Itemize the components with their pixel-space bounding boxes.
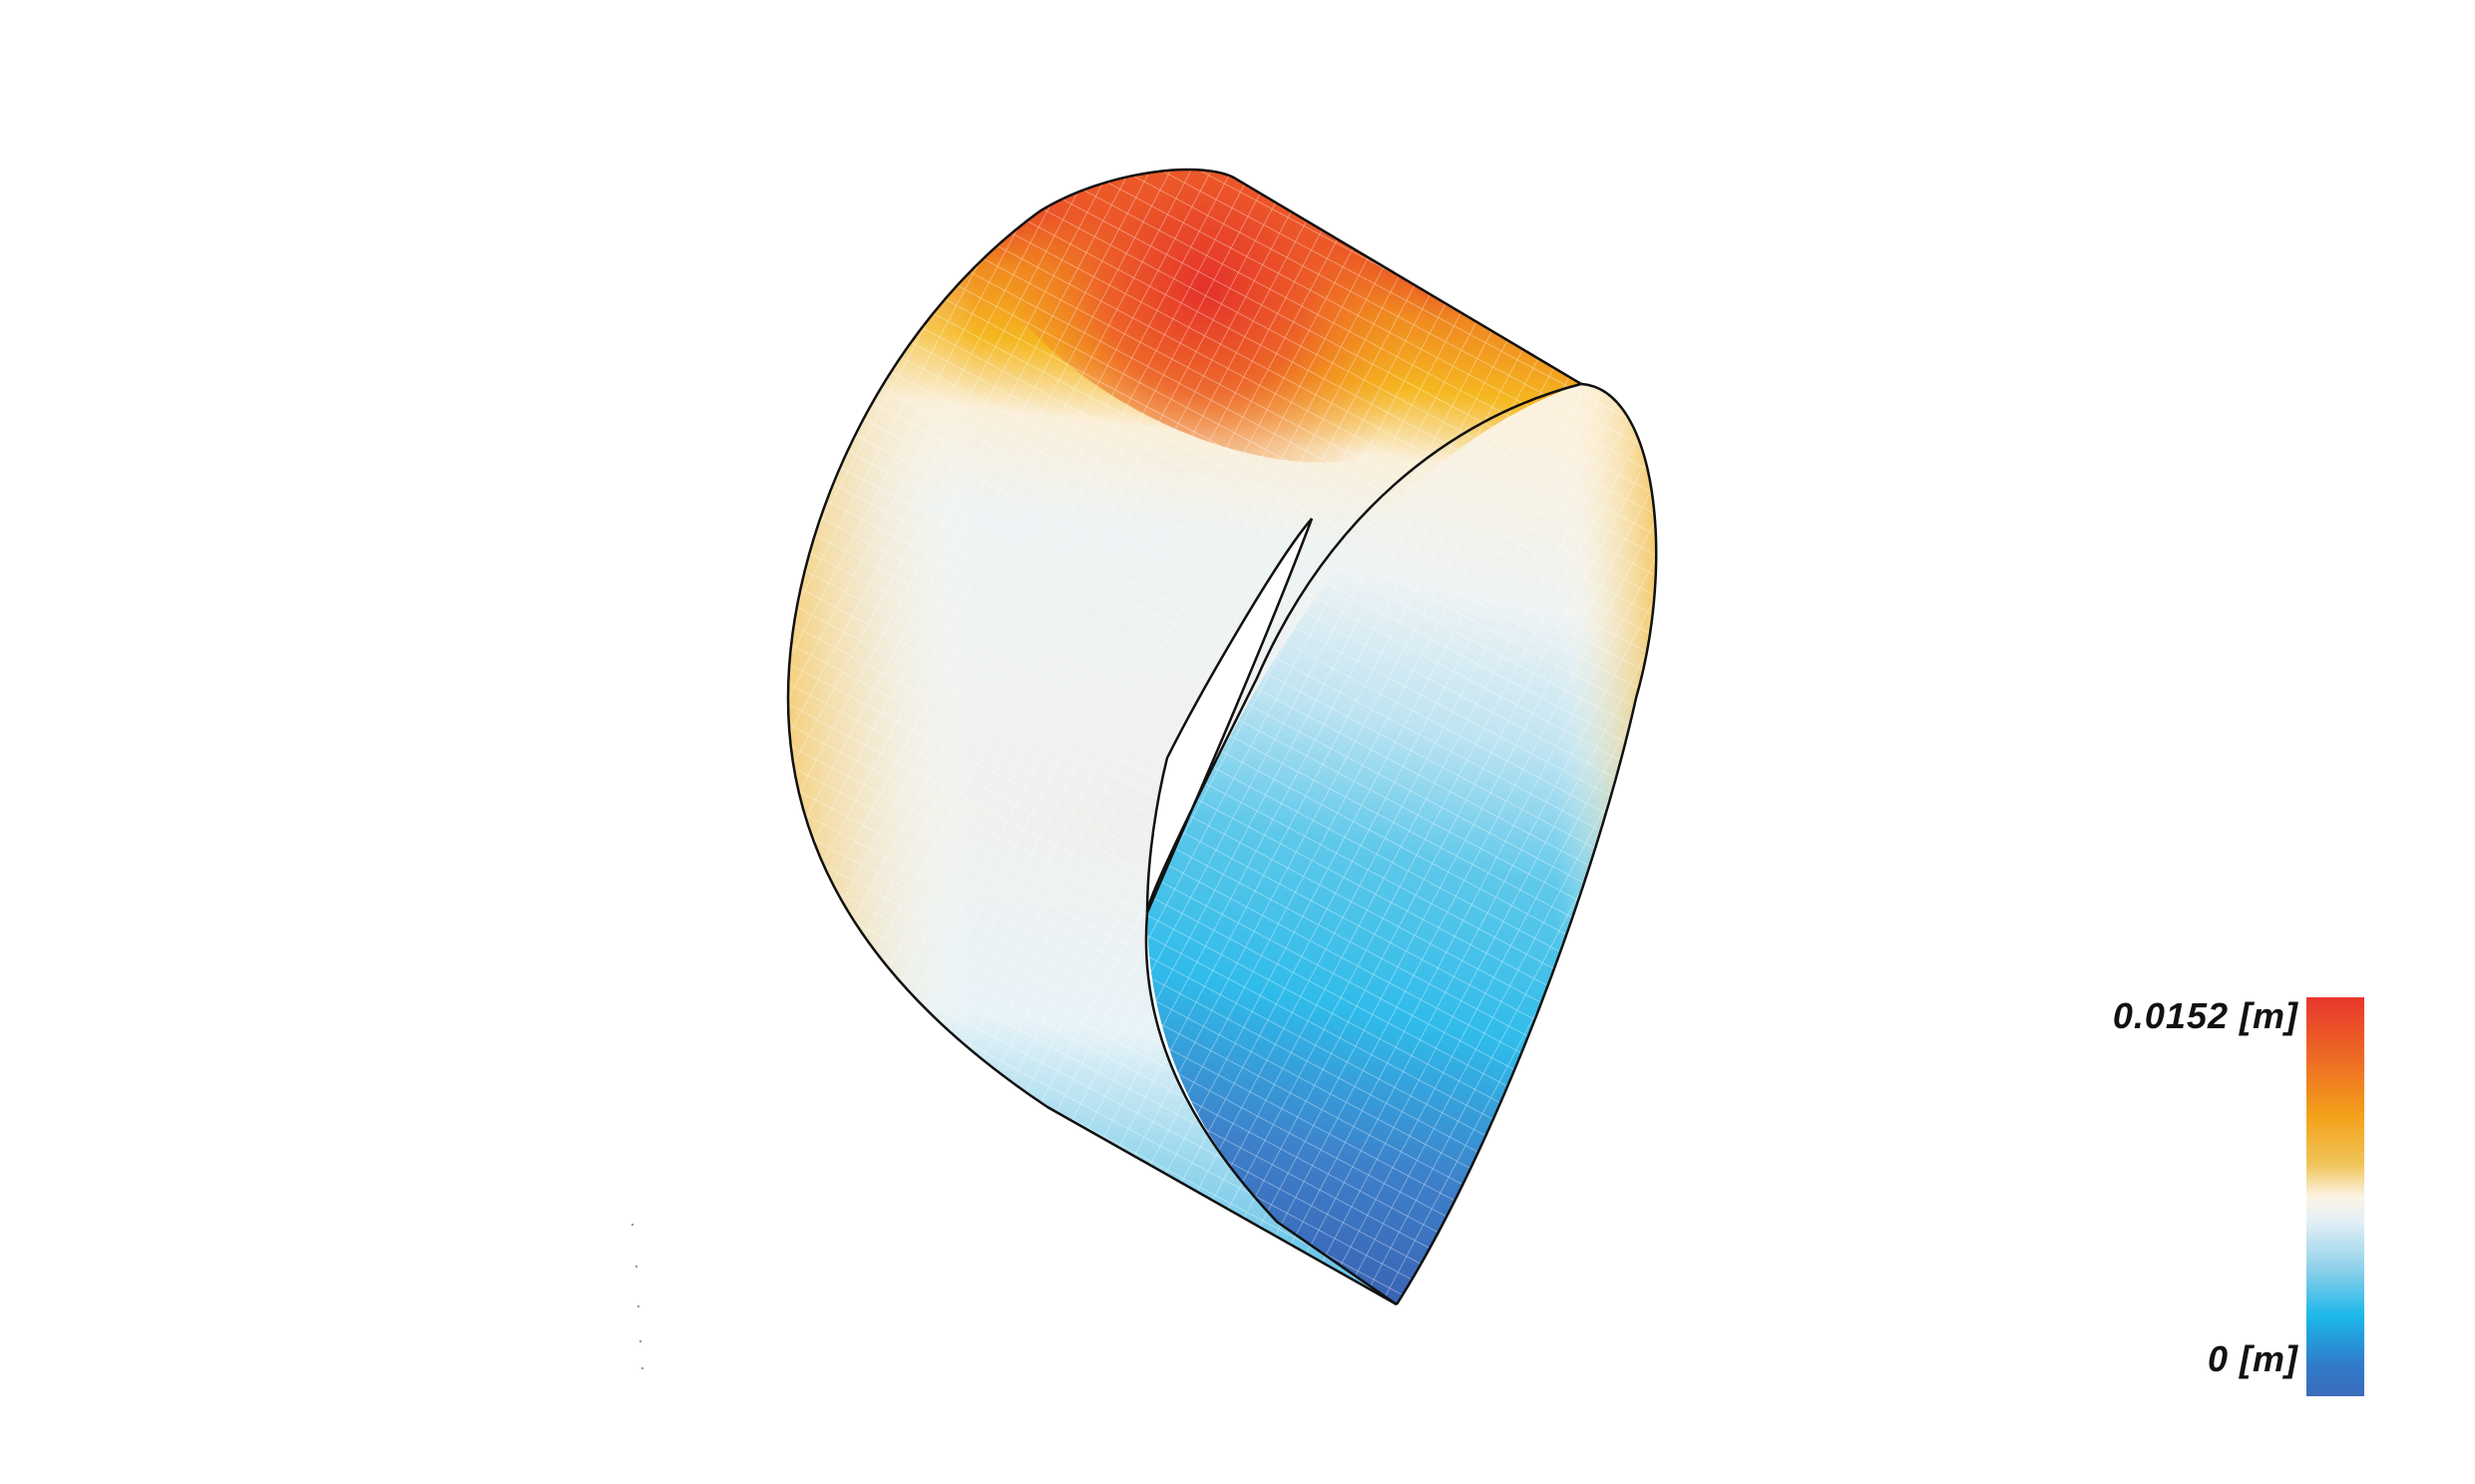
- stray-points: [630, 1223, 644, 1370]
- colorbar: [2306, 997, 2364, 1396]
- legend-min-label: 0 [m]: [2207, 1338, 2298, 1379]
- legend-max-label: 0.0152 [m]: [2112, 995, 2298, 1036]
- shell-outline: [786, 168, 1658, 1306]
- color-legend: 0.0152 [m] 0 [m]: [2085, 987, 2384, 1406]
